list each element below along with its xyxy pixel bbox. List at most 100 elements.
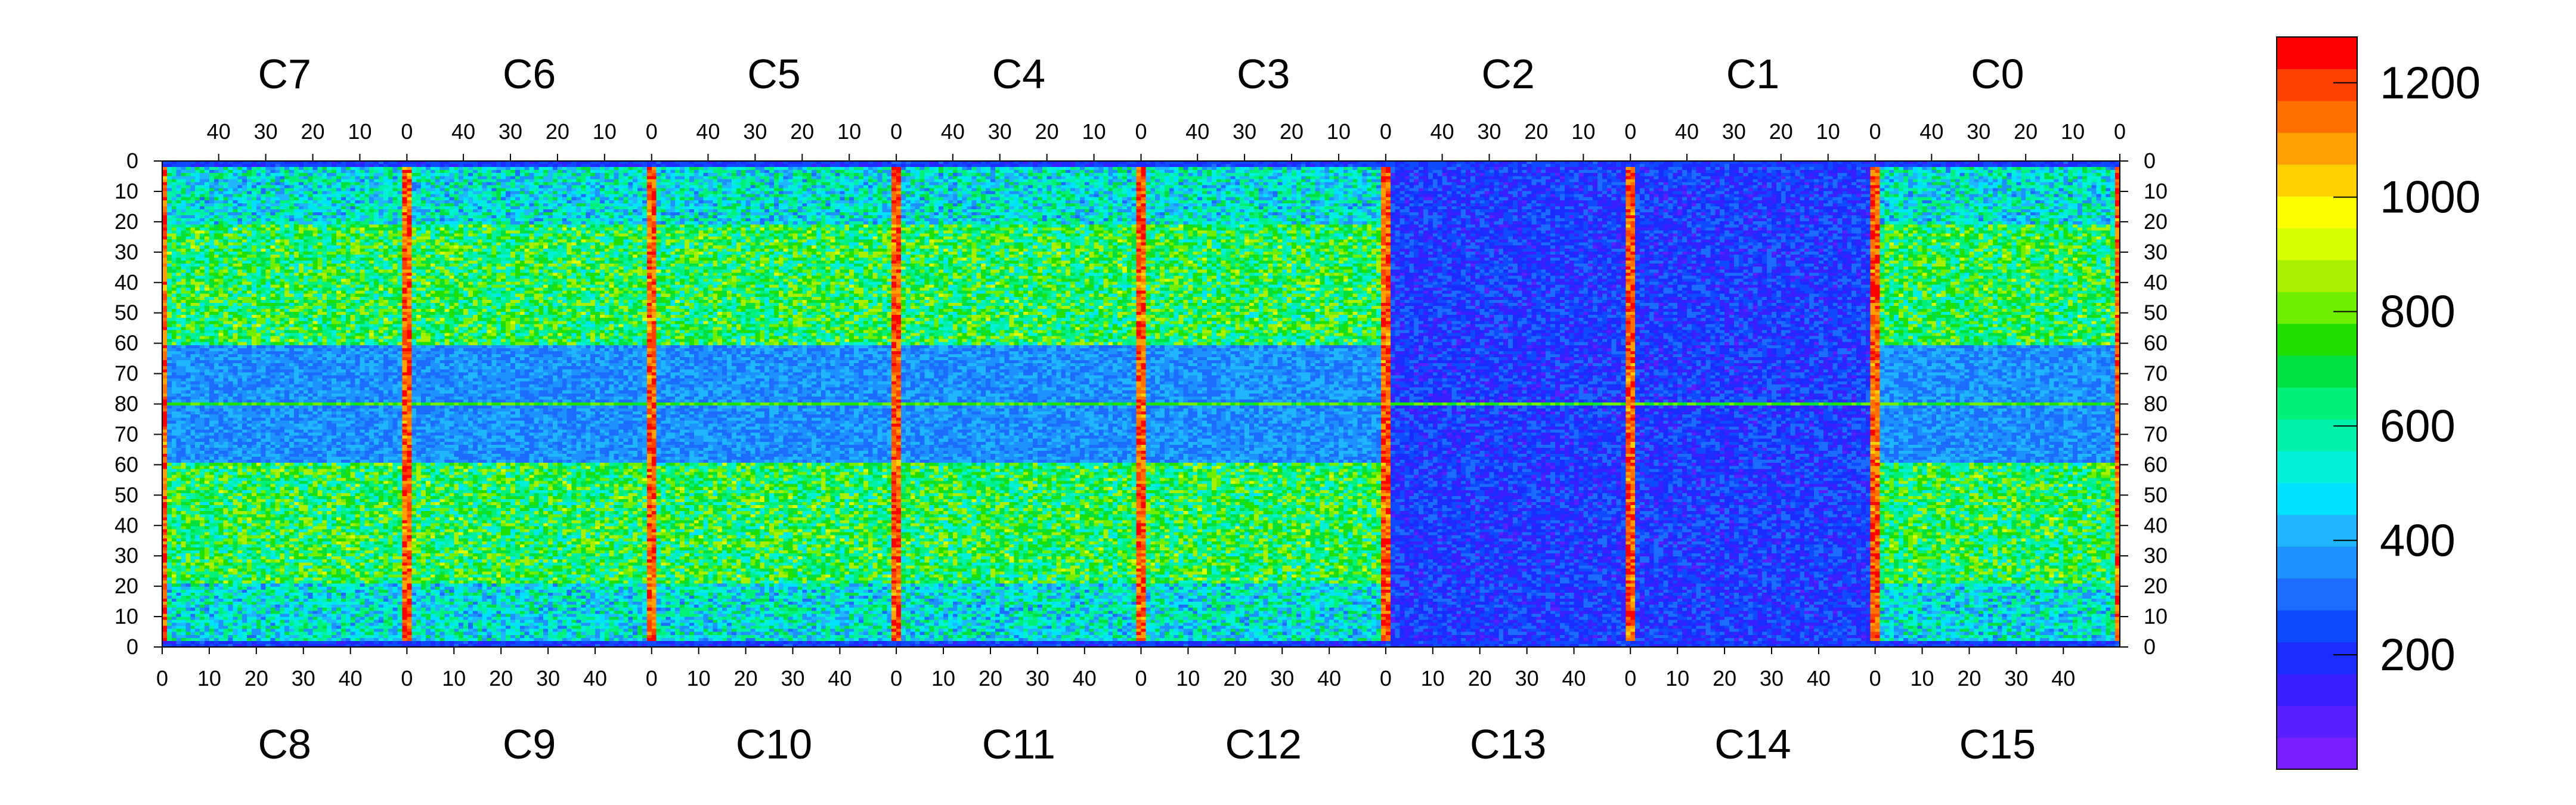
chip-label-top: C7 [258,51,311,97]
x-tick-label-top: 10 [2061,119,2085,144]
x-tick-label-bottom: 40 [1562,666,1586,691]
colorbar-segment [2277,673,2357,706]
colorbar-segment [2277,387,2357,420]
x-tick-label-bottom: 0 [1624,666,1636,691]
x-tick-label-top: 30 [1477,119,1501,144]
colorbar-segment [2277,323,2357,356]
x-tick-label-bottom: 40 [828,666,852,691]
colorbar-segment [2277,228,2357,261]
colorbar-segment [2277,355,2357,388]
x-tick-label-top: 10 [1327,119,1351,144]
x-tick-label-bottom: 40 [2051,666,2075,691]
colorbar-segment [2277,37,2357,69]
colorbar-segment [2277,642,2357,674]
x-tick-label-top: 20 [301,119,325,144]
colorbar: 200 400 600 800 1000 1200 [2276,36,2481,770]
chip-label-bottom: C13 [1470,721,1546,767]
x-tick-label-top: 30 [1722,119,1746,144]
x-tick-label-bottom: 40 [1807,666,1831,691]
colorbar-segment [2277,737,2357,770]
y-tick-label-left: 10 [114,179,138,203]
colorbar-frame [2276,36,2358,770]
y-tick-label-right: 40 [2144,270,2168,295]
x-tick-label-top: 0 [1624,119,1636,144]
colorbar-segment [2277,259,2357,292]
chip-label-bottom: C14 [1714,721,1791,767]
x-tick-label-bottom: 20 [1468,666,1492,691]
colorbar-segment [2277,705,2357,738]
x-tick-label-bottom: 0 [1135,666,1147,691]
colorbar-segment [2277,514,2357,547]
x-tick-label-bottom: 40 [1317,666,1341,691]
y-tick-label-right: 20 [2144,209,2168,234]
x-tick-label-bottom: 30 [1270,666,1294,691]
x-tick-label-bottom: 30 [1760,666,1784,691]
chip-label-bottom: C9 [503,721,556,767]
x-tick-label-top: 40 [696,119,720,144]
colorbar-tick-label: 1000 [2380,172,2481,223]
x-tick-label-top: 30 [988,119,1012,144]
x-tick-label-bottom: 10 [931,666,955,691]
colorbar-segment [2277,196,2357,228]
y-tick-label-left: 30 [114,240,138,264]
x-tick-label-bottom: 30 [2004,666,2028,691]
x-tick-label-bottom: 10 [197,666,221,691]
x-tick-label-bottom: 30 [292,666,315,691]
colorbar-tick-label: 200 [2380,630,2456,680]
chip-label-top: C6 [503,51,556,97]
colorbar-segment [2277,164,2357,197]
x-tick-label-bottom: 20 [244,666,268,691]
x-tick-label-bottom: 20 [1957,666,1981,691]
y-tick-label-left: 40 [114,513,138,537]
colorbar-segment [2277,451,2357,484]
y-tick-label-right: 50 [2144,301,2168,325]
chip-label-top: C5 [747,51,800,97]
x-tick-label-top: 0 [1135,119,1147,144]
x-tick-label-top: 40 [207,119,231,144]
x-tick-label-top: 30 [1233,119,1256,144]
chip-label-bottom: C15 [1959,721,2036,767]
y-tick-label-left: 70 [114,422,138,446]
chip-label-top: C0 [1971,51,2024,97]
x-tick-label-top: 0 [2114,119,2126,144]
y-tick-label-left: 20 [114,209,138,234]
x-tick-label-bottom: 40 [583,666,607,691]
x-tick-label-top: 30 [1967,119,1990,144]
y-tick-label-right: 70 [2144,361,2168,386]
x-tick-label-top: 40 [1185,119,1209,144]
x-tick-label-bottom: 0 [1380,666,1392,691]
y-tick-label-left: 80 [114,392,138,416]
x-tick-label-bottom: 10 [1421,666,1445,691]
x-tick-label-top: 30 [499,119,522,144]
chip-label-bottom: C8 [258,721,311,767]
colorbar-segment [2277,482,2357,515]
y-tick-label-left: 60 [114,331,138,355]
x-tick-label-bottom: 30 [1026,666,1049,691]
colorbar-segment [2277,292,2357,324]
x-tick-label-bottom: 0 [1869,666,1881,691]
x-tick-label-top: 0 [646,119,658,144]
x-tick-label-top: 10 [1571,119,1595,144]
y-tick-label-left: 40 [114,270,138,295]
x-tick-label-top: 40 [1431,119,1454,144]
chip-label-top: C3 [1237,51,1290,97]
x-tick-label-bottom: 10 [1665,666,1689,691]
y-tick-label-left: 60 [114,452,138,476]
x-tick-label-bottom: 30 [1515,666,1539,691]
heatmap-image [162,161,2120,647]
colorbar-segment [2277,578,2357,611]
colorbar-segment [2277,419,2357,451]
colorbar-segment [2277,546,2357,579]
y-tick-label-right: 40 [2144,513,2168,537]
x-tick-label-bottom: 30 [781,666,804,691]
y-tick-label-right: 50 [2144,482,2168,507]
x-tick-label-bottom: 10 [442,666,466,691]
x-tick-label-bottom: 10 [687,666,711,691]
y-tick-label-right: 10 [2144,604,2168,628]
x-tick-label-bottom: 10 [1176,666,1200,691]
x-tick-label-top: 20 [1035,119,1059,144]
x-tick-label-bottom: 40 [1073,666,1097,691]
y-tick-label-right: 30 [2144,240,2168,264]
x-tick-label-bottom: 20 [1223,666,1247,691]
